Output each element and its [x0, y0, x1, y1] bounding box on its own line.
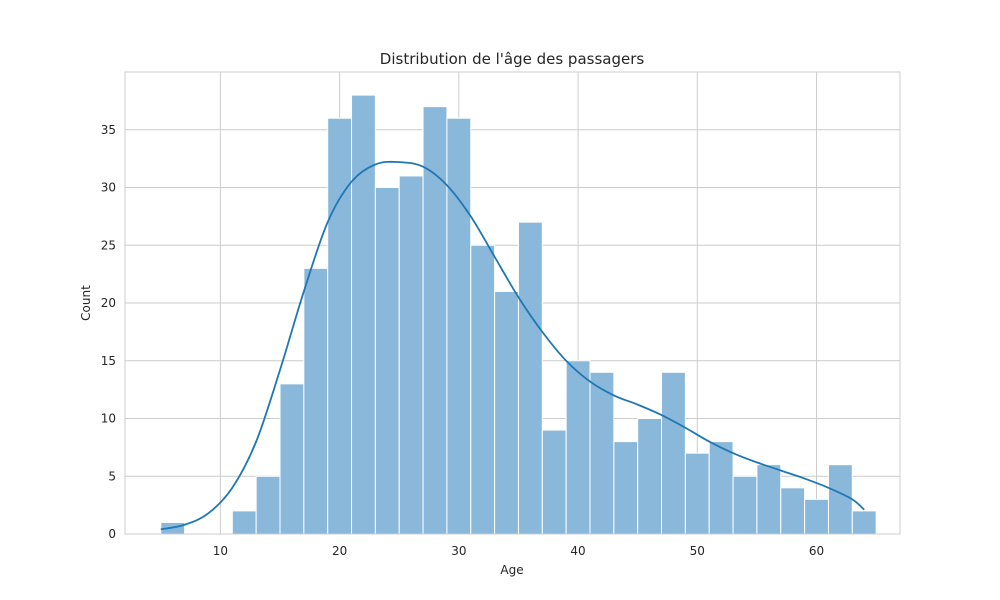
histogram-bar	[398, 175, 424, 535]
bars-layer	[160, 94, 877, 535]
histogram-bar	[565, 360, 591, 535]
histogram-bar	[827, 464, 853, 535]
y-tick-label: 25	[101, 238, 116, 252]
x-tick-label: 20	[332, 544, 347, 558]
y-tick-label: 30	[101, 181, 116, 195]
grid-layer	[125, 72, 900, 535]
histogram-bar	[684, 452, 710, 535]
histogram-bar	[780, 487, 806, 535]
kde-curve	[160, 160, 865, 531]
tick-labels-layer: 10 20 30 40 50 60 0 5 10 15 20 25 30 35	[101, 123, 824, 558]
histogram-bar	[494, 290, 519, 535]
y-tick-label: 10	[101, 412, 116, 426]
histogram-bar	[446, 117, 472, 535]
histogram-bar	[255, 475, 281, 535]
histogram-bar	[756, 464, 782, 535]
chart-title: Distribution de l'âge des passagers	[380, 50, 645, 68]
histogram-bar	[541, 429, 567, 535]
y-axis-label: Count	[79, 285, 93, 321]
histogram-bar	[851, 510, 877, 535]
histogram-bar	[374, 187, 400, 535]
histogram-bar	[231, 510, 257, 535]
histogram-bar	[613, 441, 639, 535]
histogram-bar	[708, 441, 734, 535]
histogram-bar	[279, 383, 305, 535]
x-tick-label: 60	[809, 544, 824, 558]
histogram-bar	[732, 475, 758, 535]
histogram-bar	[589, 371, 615, 535]
histogram-bar	[327, 117, 353, 535]
histogram-bar	[470, 244, 496, 535]
histogram-bar	[422, 106, 448, 535]
y-tick-label: 0	[108, 527, 116, 541]
histogram-bar	[804, 498, 829, 535]
x-tick-label: 30	[451, 544, 466, 558]
y-tick-label: 5	[108, 469, 116, 483]
y-tick-label: 35	[101, 123, 116, 137]
histogram-bar	[303, 267, 329, 535]
y-tick-label: 20	[101, 296, 116, 310]
histogram-bar	[637, 418, 663, 535]
histogram-bar	[517, 221, 543, 535]
kde-layer	[160, 160, 865, 531]
histogram-bar	[351, 94, 376, 535]
x-tick-label: 10	[213, 544, 228, 558]
y-tick-label: 15	[101, 354, 116, 368]
plot-frame	[124, 71, 901, 535]
x-tick-label: 40	[570, 544, 585, 558]
x-axis-label: Age	[500, 563, 523, 577]
histogram-bar	[661, 371, 686, 535]
x-tick-label: 50	[690, 544, 705, 558]
